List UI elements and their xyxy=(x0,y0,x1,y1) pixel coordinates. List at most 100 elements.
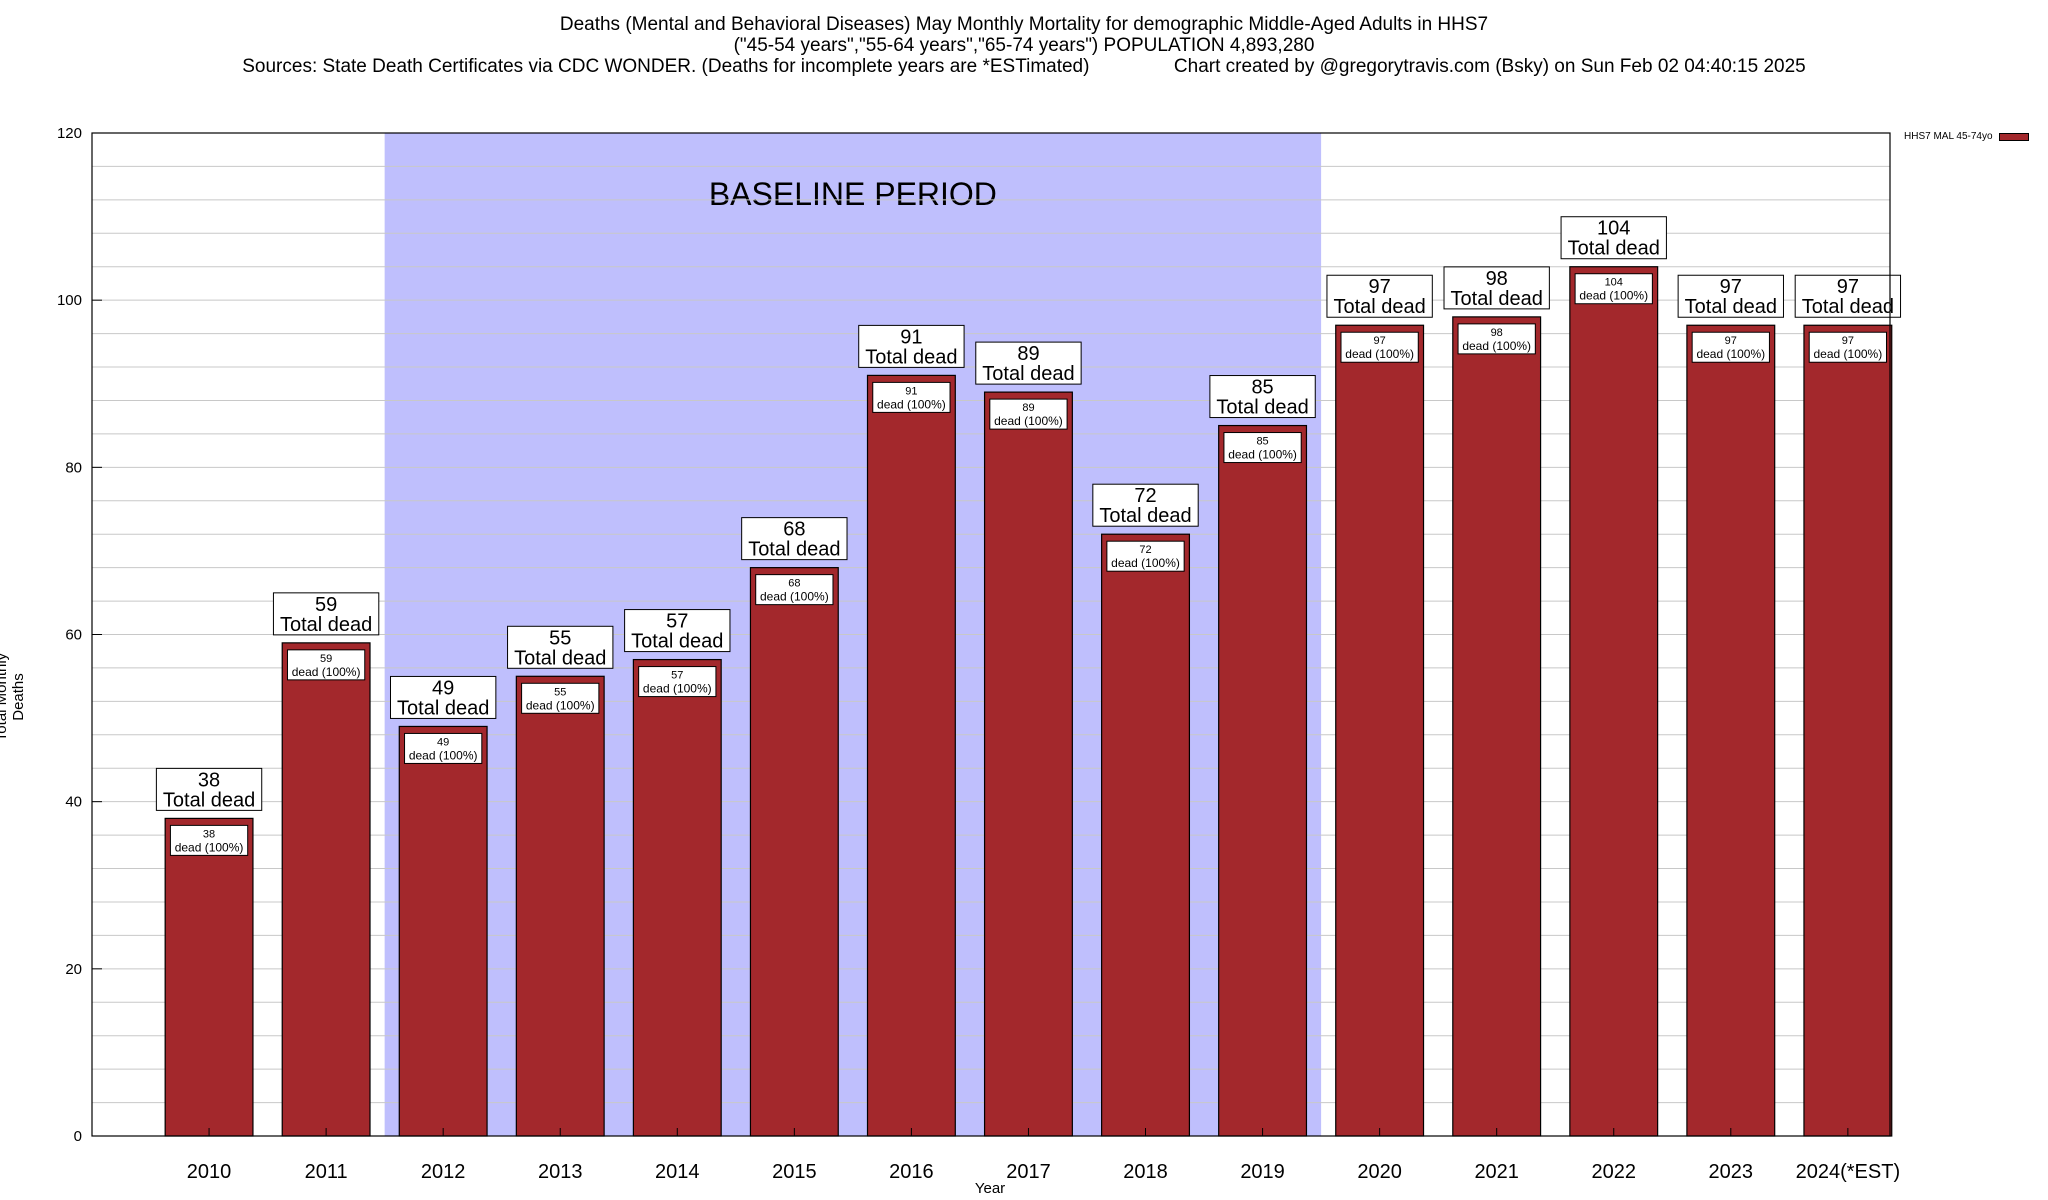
x-tick-label: 2015 xyxy=(772,1161,817,1183)
data-label-value: 89 xyxy=(1017,343,1039,365)
inner-label-caption: dead (100%) xyxy=(292,665,361,679)
x-tick-label: 2019 xyxy=(1240,1161,1285,1183)
data-label-caption: Total dead xyxy=(1685,296,1777,318)
inner-label-box xyxy=(1106,540,1185,572)
data-label-caption: Total dead xyxy=(1333,296,1425,318)
bar xyxy=(983,391,1073,1137)
data-label-value: 85 xyxy=(1251,377,1273,399)
bar xyxy=(281,642,371,1137)
inner-label-value: 38 xyxy=(203,828,215,840)
bar xyxy=(1452,316,1542,1137)
data-label-box xyxy=(1560,216,1667,260)
x-tick-label: 2014 xyxy=(655,1161,700,1183)
data-label-value: 38 xyxy=(198,769,220,791)
chart-title: Deaths (Mental and Behavioral Diseases) … xyxy=(559,14,1489,35)
inner-label-caption: dead (100%) xyxy=(1345,347,1414,361)
inner-label-value: 91 xyxy=(905,385,917,397)
data-label-caption: Total dead xyxy=(1802,296,1894,318)
y-tick-label: 40 xyxy=(65,794,82,811)
inner-label-value: 97 xyxy=(1374,335,1386,347)
x-tick-label: 2021 xyxy=(1474,1161,1519,1183)
inner-label-caption: dead (100%) xyxy=(1111,556,1180,570)
inner-label-caption: dead (100%) xyxy=(643,682,712,696)
data-label-box xyxy=(1326,274,1433,318)
inner-label-value: 59 xyxy=(320,653,332,665)
y-tick-label: 80 xyxy=(65,459,82,476)
x-tick-label: 2024(*EST) xyxy=(1796,1161,1901,1183)
plot-frame xyxy=(91,132,1891,1137)
data-label-box xyxy=(1794,274,1902,318)
inner-label-box xyxy=(521,682,600,714)
inner-label-value: 104 xyxy=(1605,277,1623,289)
x-tick-label: 2020 xyxy=(1357,1161,1402,1183)
y-axis-label: Total Monthly Deaths xyxy=(0,652,27,742)
data-label-box xyxy=(1092,483,1199,527)
chart-source-line: Sources: State Death Certificates via CD… xyxy=(242,56,1806,77)
inner-label-caption: dead (100%) xyxy=(526,698,595,712)
data-label-caption: Total dead xyxy=(1451,288,1543,310)
data-label-value: 97 xyxy=(1369,276,1391,298)
inner-label-box xyxy=(1223,432,1302,464)
inner-label-box xyxy=(1691,331,1770,363)
x-tick-label: 2022 xyxy=(1591,1161,1636,1183)
inner-label-value: 55 xyxy=(554,686,566,698)
data-label-caption: Total dead xyxy=(1568,238,1660,260)
y-tick-label: 20 xyxy=(65,961,82,978)
data-label-box xyxy=(975,341,1082,385)
data-label-box xyxy=(155,767,263,811)
bar xyxy=(398,725,488,1137)
chart-title-block: Deaths (Mental and Behavioral Diseases) … xyxy=(0,14,2048,77)
bar xyxy=(164,817,254,1137)
data-label-caption: Total dead xyxy=(397,697,489,719)
inner-label-value: 72 xyxy=(1139,544,1151,556)
inner-label-box xyxy=(638,666,717,698)
inner-label-box xyxy=(286,649,366,681)
inner-label-box xyxy=(1340,331,1419,363)
bar xyxy=(1803,324,1893,1137)
inner-label-box xyxy=(1808,331,1887,363)
data-label-value: 57 xyxy=(666,611,688,633)
inner-label-caption: dead (100%) xyxy=(1579,289,1648,303)
inner-label-caption: dead (100%) xyxy=(1814,347,1883,361)
data-label-caption: Total dead xyxy=(514,647,606,669)
inner-label-box xyxy=(1574,273,1653,305)
bar xyxy=(1335,324,1425,1137)
inner-label-value: 97 xyxy=(1842,335,1854,347)
data-label-value: 68 xyxy=(783,519,805,541)
x-tick-label: 2018 xyxy=(1123,1161,1168,1183)
inner-label-caption: dead (100%) xyxy=(409,748,478,762)
data-label-caption: Total dead xyxy=(1216,397,1308,419)
y-tick-label: 120 xyxy=(57,125,82,142)
bar xyxy=(1218,424,1308,1137)
data-label-box xyxy=(1209,375,1316,419)
inner-label-value: 68 xyxy=(788,578,800,590)
data-label-box xyxy=(507,625,614,669)
bar xyxy=(866,374,956,1137)
bar xyxy=(515,675,605,1137)
data-label-box xyxy=(741,517,848,561)
y-tick-label: 0 xyxy=(74,1128,82,1145)
inner-label-caption: dead (100%) xyxy=(1462,339,1531,353)
inner-label-caption: dead (100%) xyxy=(1696,347,1765,361)
data-label-caption: Total dead xyxy=(1099,505,1191,527)
inner-label-value: 49 xyxy=(437,736,449,748)
inner-label-value: 97 xyxy=(1725,335,1737,347)
x-tick-label: 2016 xyxy=(889,1161,934,1183)
data-label-box xyxy=(389,675,497,719)
bar xyxy=(1569,266,1659,1137)
inner-label-box xyxy=(872,381,951,413)
data-label-value: 91 xyxy=(900,326,922,348)
legend: HHS7 MAL 45-74yo xyxy=(1904,131,2029,142)
inner-label-caption: dead (100%) xyxy=(877,397,946,411)
inner-label-value: 57 xyxy=(671,670,683,682)
x-tick-label: 2023 xyxy=(1709,1161,1754,1183)
y-tick-label: 60 xyxy=(65,627,82,644)
x-tick-label: 2010 xyxy=(187,1161,232,1183)
data-label-value: 55 xyxy=(549,627,571,649)
x-tick-label: 2013 xyxy=(538,1161,583,1183)
y-tick-label: 100 xyxy=(57,292,82,309)
x-tick-label: 2017 xyxy=(1006,1161,1051,1183)
bar xyxy=(749,567,839,1137)
inner-label-caption: dead (100%) xyxy=(175,840,244,854)
